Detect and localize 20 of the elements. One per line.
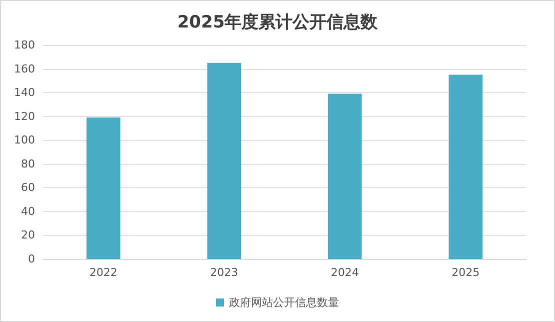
y-tick-label: 140 (14, 86, 35, 100)
legend-label: 政府网站公开信息数量 (229, 296, 339, 309)
y-tick-label: 180 (14, 38, 35, 52)
chart-title: 2025年度累计公开信息数 (177, 12, 379, 32)
x-tick-label: 2022 (89, 266, 118, 279)
y-tick-label: 160 (14, 62, 35, 76)
bar (448, 74, 483, 259)
bar (86, 118, 120, 259)
y-tick-label: 100 (14, 134, 35, 147)
x-tick-label: 2024 (330, 266, 359, 279)
y-tick-label: 40 (21, 204, 35, 218)
y-tick-label: 0 (28, 252, 35, 266)
y-tick-label: 60 (21, 181, 35, 194)
x-tick-label: 2025 (452, 266, 480, 279)
y-tick-label: 80 (21, 157, 35, 170)
y-tick-label: 120 (14, 110, 35, 123)
x-tick-label: 2023 (210, 266, 238, 279)
y-tick-label: 20 (21, 228, 35, 242)
bar (328, 94, 362, 259)
bar (207, 62, 242, 259)
